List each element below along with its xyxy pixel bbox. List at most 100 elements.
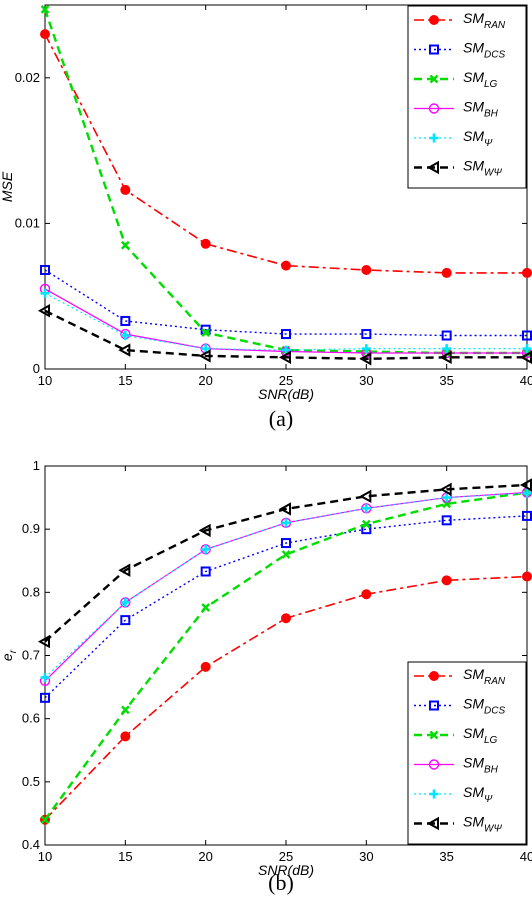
legend-marker-psi (429, 789, 439, 799)
series-dcs (40, 510, 532, 703)
legend-marker-psi (429, 133, 439, 143)
y-tick-label: 0.8 (22, 584, 40, 599)
x-tick-label: 30 (359, 849, 373, 864)
x-tick-label: 25 (279, 373, 293, 388)
series-line-wpsi (44, 483, 528, 643)
data-point-lg (201, 603, 211, 612)
data-point-wpsi (519, 478, 532, 492)
data-point-wpsi (37, 634, 50, 649)
data-point-wpsi (439, 482, 452, 497)
data-point-ran (40, 29, 50, 40)
x-tick-label: 10 (38, 373, 52, 388)
data-point-ran (200, 238, 211, 249)
legend: SMRAN SMDCS SMLG SMBH SMΨ SMWΨ (407, 661, 527, 845)
y-tick-label: 0.4 (22, 837, 40, 852)
series-wpsi (37, 304, 532, 366)
y-tick-label: 0.7 (22, 648, 40, 663)
data-point-psi (522, 488, 532, 498)
x-tick-label: 20 (198, 849, 212, 864)
series-lg (40, 488, 532, 825)
data-point-wpsi (359, 352, 372, 366)
legend-label-lg: SMLG (463, 725, 498, 746)
data-point-lg (201, 328, 211, 337)
legend-box (407, 5, 527, 189)
data-point-wpsi (198, 523, 211, 538)
data-point-lg (361, 519, 371, 529)
legend-label-ran: SMRAN (463, 10, 506, 31)
data-point-ran (441, 267, 452, 278)
y-tick-label: 0.02 (15, 70, 40, 85)
series-wpsi (37, 478, 532, 649)
x-tick-label: 25 (279, 849, 293, 864)
legend-marker-ran (429, 15, 439, 25)
data-point-dcs (441, 330, 452, 341)
data-point-psi (361, 344, 371, 354)
data-point-wpsi (278, 502, 291, 516)
series-line-dcs (44, 269, 527, 337)
y-tick-label: 0.6 (22, 711, 40, 726)
x-axis-label: SNR(dB) (258, 386, 314, 402)
chart-panel-a: 10 15 20 25 30 35 40 0 0.01 0.02 SNR(dB) MSE (a) SMRA… (0, 4, 532, 431)
series-line-psi (44, 292, 527, 351)
legend-label-dcs: SMDCS (463, 696, 505, 717)
data-point-lg (120, 705, 130, 715)
x-tick-label: 10 (38, 849, 52, 864)
legend-label-psi: SMΨ (463, 784, 493, 805)
panel-caption: (a) (269, 406, 293, 431)
data-point-ran (361, 264, 372, 275)
data-point-psi (201, 344, 211, 354)
legend-marker-wpsi (426, 816, 439, 831)
data-point-wpsi (359, 489, 372, 504)
data-point-lg (40, 5, 50, 14)
x-tick-label: 15 (118, 373, 132, 388)
x-tick-label: 20 (198, 373, 212, 388)
x-tick-label: 35 (439, 373, 453, 388)
legend-label-lg: SMLG (463, 69, 498, 90)
y-axis-label: MSE (0, 171, 15, 202)
legend-marker-lg (429, 730, 439, 740)
y-tick-label: 0 (33, 361, 40, 376)
legend-marker-lg (429, 74, 439, 84)
panel-caption: (b) (268, 870, 294, 895)
x-axis-label: SNR(dB) (258, 862, 314, 878)
data-point-psi (120, 597, 130, 607)
legend-box (407, 661, 527, 845)
y-tick-label: 0.9 (22, 521, 40, 536)
legend-label-bh: SMBH (463, 99, 499, 120)
data-point-wpsi (118, 563, 131, 577)
legend: SMRAN SMDCS SMLG SMBH SMΨ SMWΨ (407, 5, 527, 189)
data-point-ran (522, 267, 532, 278)
x-tick-label: 30 (359, 373, 373, 388)
legend-label-ran: SMRAN (463, 666, 506, 687)
data-point-dcs (200, 566, 211, 577)
legend-label-bh: SMBH (463, 755, 499, 776)
legend-label-wpsi: SMWΨ (463, 814, 502, 835)
series-line-wpsi (44, 309, 527, 361)
data-point-dcs (441, 515, 452, 526)
series-bh (39, 487, 532, 686)
y-tick-label: 0.5 (22, 774, 40, 789)
data-point-ran (200, 661, 211, 672)
data-point-dcs (120, 615, 131, 626)
legend-marker-dcs (429, 44, 439, 55)
data-point-wpsi (439, 350, 452, 365)
data-point-lg (40, 815, 50, 825)
series-psi (40, 288, 532, 355)
x-tick-label: 40 (520, 373, 532, 388)
data-point-wpsi (278, 350, 291, 365)
data-point-ran (441, 575, 452, 586)
legend-label-wpsi: SMWΨ (463, 158, 502, 179)
legend-marker-dcs (429, 700, 439, 711)
data-point-dcs (361, 329, 372, 340)
data-point-ran (361, 589, 372, 600)
legend-marker-wpsi (426, 160, 439, 175)
data-point-dcs (522, 330, 532, 341)
legend-marker-bh (428, 759, 440, 770)
data-point-dcs (281, 329, 291, 340)
data-point-lg (120, 240, 130, 250)
data-point-psi (442, 493, 452, 503)
x-tick-label: 15 (118, 849, 132, 864)
data-point-dcs (120, 315, 131, 326)
series-ran (40, 29, 532, 278)
data-point-ran (522, 571, 532, 582)
